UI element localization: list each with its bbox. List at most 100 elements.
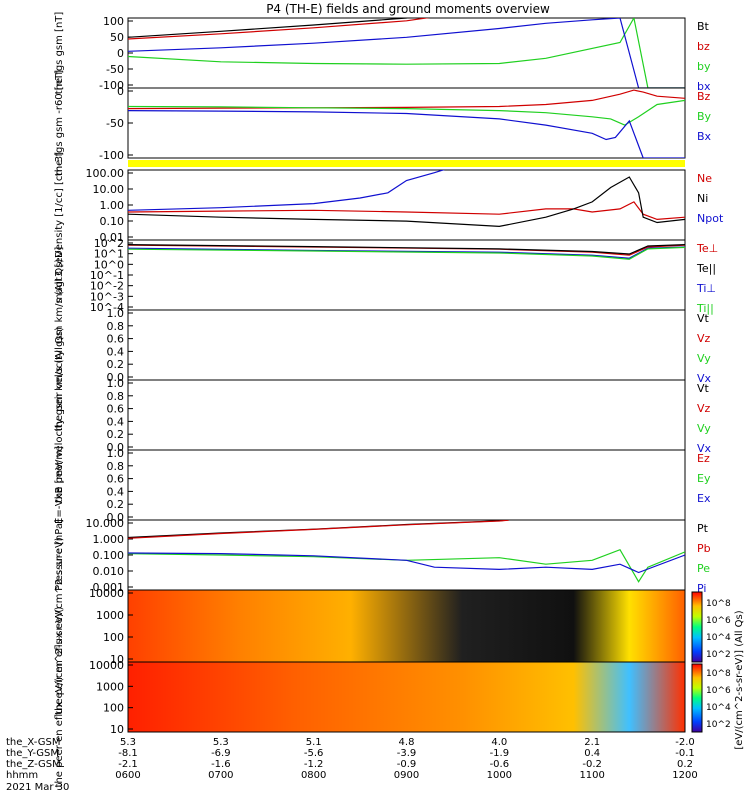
panel-3: 100.00 10.00 1.00 0.10 0.01 Density [1/cc] [c…: [54, 152, 724, 258]
series-by: [128, 18, 685, 88]
colorbar-upper: [691, 591, 703, 663]
panel-8: 10.000 1.000 0.100 0.010 0.001 Pressure [nPa]…: [54, 517, 711, 595]
footer-value: -0.2: [582, 759, 602, 770]
footer-value: -5.6: [304, 748, 324, 759]
legend-entry: Vx: [697, 442, 712, 455]
panel-frame: [127, 661, 686, 733]
y-tick-label: 10.00: [93, 183, 125, 196]
footer-value: 1000: [487, 770, 512, 781]
y-axis-label: E=-VxB [mV/m]: [54, 446, 65, 524]
y-tick-label: 0.4: [107, 345, 125, 358]
legend-entry: bx: [697, 80, 711, 93]
y-tick-label: 100: [103, 631, 124, 644]
legend-entry: Pt: [697, 522, 709, 535]
series-Pi: [128, 552, 685, 574]
footer-value: 5.3: [213, 737, 229, 748]
footer-value: 5.3: [120, 737, 136, 748]
panel-frame: [127, 309, 686, 381]
y-tick-label: 0.0: [107, 511, 125, 524]
footer-row-label: hhmm: [6, 770, 38, 781]
footer-value: 0900: [394, 770, 419, 781]
y-tick-label: 10^-1: [90, 269, 124, 282]
legend-entry: By: [697, 110, 712, 123]
legend-entry: Bt: [697, 20, 710, 33]
y-tick-label: 0.6: [107, 473, 125, 486]
y-tick-label: 0.6: [107, 403, 125, 416]
y-tick-label: 0.10: [100, 215, 125, 228]
y-tick-label: 0: [117, 85, 124, 98]
y-tick-label: 1.00: [100, 199, 125, 212]
legend-entry: Vt: [697, 382, 710, 395]
y-tick-label: 0.2: [107, 358, 125, 371]
legend-entry: Pi: [697, 582, 706, 595]
y-tick-label: 1000: [96, 609, 124, 622]
y-tick-label: 1.000: [93, 533, 125, 546]
series-Pe: [128, 548, 685, 583]
legend-entry: Pb: [697, 542, 711, 555]
legend-entry: by: [697, 60, 711, 73]
series-Ni: [128, 176, 685, 228]
y-tick-label: 10^-3: [90, 290, 124, 303]
y-tick-label: 0.100: [93, 549, 125, 562]
legend-entry: Te||: [696, 262, 716, 275]
series-Npot: [128, 170, 446, 211]
colorbar-tick: 10^8: [706, 599, 731, 609]
y-tick-label: 50: [110, 31, 124, 44]
legend-entry: Ni: [697, 192, 708, 205]
footer-value: 1200: [672, 770, 697, 781]
panel-frame: [127, 449, 686, 521]
legend-entry: Te⊥: [696, 242, 718, 255]
y-tick-label: 1.0: [107, 377, 125, 390]
y-tick-label: 10^0: [94, 258, 124, 271]
footer-row-label: the_Z-GSM: [6, 759, 61, 770]
footer-value: 0700: [208, 770, 233, 781]
colorbar-tick: 10^8: [706, 669, 731, 679]
y-tick-label: -50: [106, 117, 124, 130]
y-tick-label: 0.2: [107, 428, 125, 441]
y-tick-label: -100: [99, 79, 124, 92]
series-Te||: [128, 244, 685, 255]
spectrogram: [128, 590, 685, 662]
y-tick-label: 0.8: [107, 390, 125, 403]
y-tick-label: 100: [103, 15, 124, 28]
footer-value: 0800: [301, 770, 326, 781]
footer-value: -1.6: [211, 759, 231, 770]
legend-entry: Ti||: [696, 302, 714, 315]
y-tick-label: 0.4: [107, 415, 125, 428]
y-tick-label: 0.0: [107, 371, 125, 384]
y-tick-label: 10^1: [94, 248, 124, 261]
y-tick-label: 10.000: [86, 517, 125, 530]
y-tick-label: 0.010: [93, 565, 125, 578]
series-Bx: [128, 110, 685, 158]
panel-10: 10000 1000 100 10 the peer en eflux eV/(cm^2…: [54, 606, 686, 787]
y-axis-label: the fgs gsm -r60 [nT]: [54, 70, 65, 176]
panel-2: 0 -50 -100 the fgs gsm -r60 [nT] Bz By Bx: [54, 70, 712, 176]
spectrogram: [128, 662, 685, 732]
series-Bt: [128, 18, 411, 38]
legend-entry: Pe: [697, 562, 710, 575]
series-bx: [128, 18, 685, 88]
y-tick-label: 0: [117, 47, 124, 60]
colorbar-tick: 10^6: [706, 686, 731, 696]
panel-9: 10000 1000 100 10 the peir en eflux eV/(cm^2…: [54, 537, 686, 715]
y-tick-label: 0.01: [100, 231, 125, 244]
y-tick-label: 10: [110, 653, 124, 666]
footer-value: 2.1: [584, 737, 600, 748]
footer-value: -1.2: [304, 759, 324, 770]
y-tick-label: 0.4: [107, 485, 125, 498]
colorbar-lower: [691, 663, 703, 733]
y-tick-label: 0.8: [107, 460, 125, 473]
y-tick-label: 1.0: [107, 447, 125, 460]
y-tick-label: 10^2: [94, 237, 124, 250]
footer-value: 1100: [579, 770, 604, 781]
colorbar-tick: 10^4: [706, 633, 731, 643]
y-axis-label: the peir velocity gsm km/s (All Qs): [54, 259, 65, 432]
quality-flag-bar: [128, 160, 685, 167]
y-tick-label: -100: [99, 149, 124, 162]
footer-value: -0.9: [397, 759, 417, 770]
y-tick-label: 1000: [96, 680, 124, 693]
legend-entry: Vy: [697, 422, 711, 435]
y-tick-label: 0.8: [107, 320, 125, 333]
